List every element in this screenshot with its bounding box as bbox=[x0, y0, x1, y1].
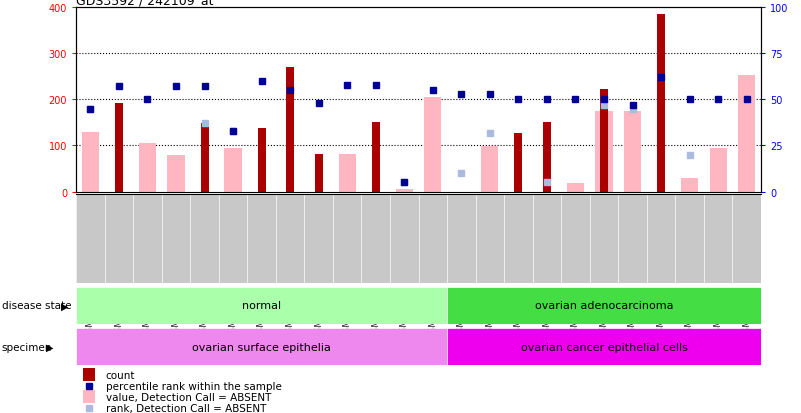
Text: ▶: ▶ bbox=[46, 342, 54, 352]
Bar bbox=[425, 98, 441, 192]
Bar bbox=[481, 147, 498, 192]
Text: normal: normal bbox=[242, 301, 281, 311]
Bar bbox=[738, 76, 755, 192]
Text: count: count bbox=[106, 370, 135, 380]
Bar bbox=[710, 148, 727, 192]
Bar bbox=[595, 112, 613, 192]
Bar bbox=[681, 178, 698, 192]
Text: disease state: disease state bbox=[2, 301, 71, 311]
Bar bbox=[396, 190, 413, 192]
Bar bbox=[83, 368, 95, 382]
Bar bbox=[83, 390, 95, 403]
Bar bbox=[447, 287, 761, 324]
Text: rank, Detection Call = ABSENT: rank, Detection Call = ABSENT bbox=[106, 403, 266, 413]
Text: percentile rank within the sample: percentile rank within the sample bbox=[106, 381, 281, 391]
Bar bbox=[600, 90, 608, 192]
Text: ovarian surface epithelia: ovarian surface epithelia bbox=[192, 342, 331, 352]
Bar bbox=[115, 104, 123, 192]
Bar bbox=[315, 154, 323, 192]
Bar bbox=[514, 133, 522, 192]
Bar bbox=[286, 68, 294, 192]
Bar bbox=[339, 154, 356, 192]
Text: ovarian cancer epithelial cells: ovarian cancer epithelial cells bbox=[521, 342, 687, 352]
Bar bbox=[82, 132, 99, 192]
Text: value, Detection Call = ABSENT: value, Detection Call = ABSENT bbox=[106, 392, 271, 402]
Bar bbox=[372, 123, 380, 192]
Bar bbox=[567, 184, 584, 192]
Text: GDS3592 / 242109_at: GDS3592 / 242109_at bbox=[76, 0, 214, 7]
Bar bbox=[543, 123, 551, 192]
Text: specimen: specimen bbox=[2, 342, 52, 352]
Bar bbox=[258, 128, 266, 192]
Bar bbox=[139, 144, 156, 192]
Bar bbox=[167, 155, 184, 192]
Bar bbox=[447, 328, 761, 366]
Bar bbox=[224, 148, 242, 192]
Bar bbox=[76, 287, 447, 324]
Text: ovarian adenocarcinoma: ovarian adenocarcinoma bbox=[535, 301, 674, 311]
Bar bbox=[200, 124, 208, 192]
Bar bbox=[76, 328, 447, 366]
Text: ▶: ▶ bbox=[61, 301, 68, 311]
Bar bbox=[624, 112, 641, 192]
Bar bbox=[657, 15, 665, 192]
